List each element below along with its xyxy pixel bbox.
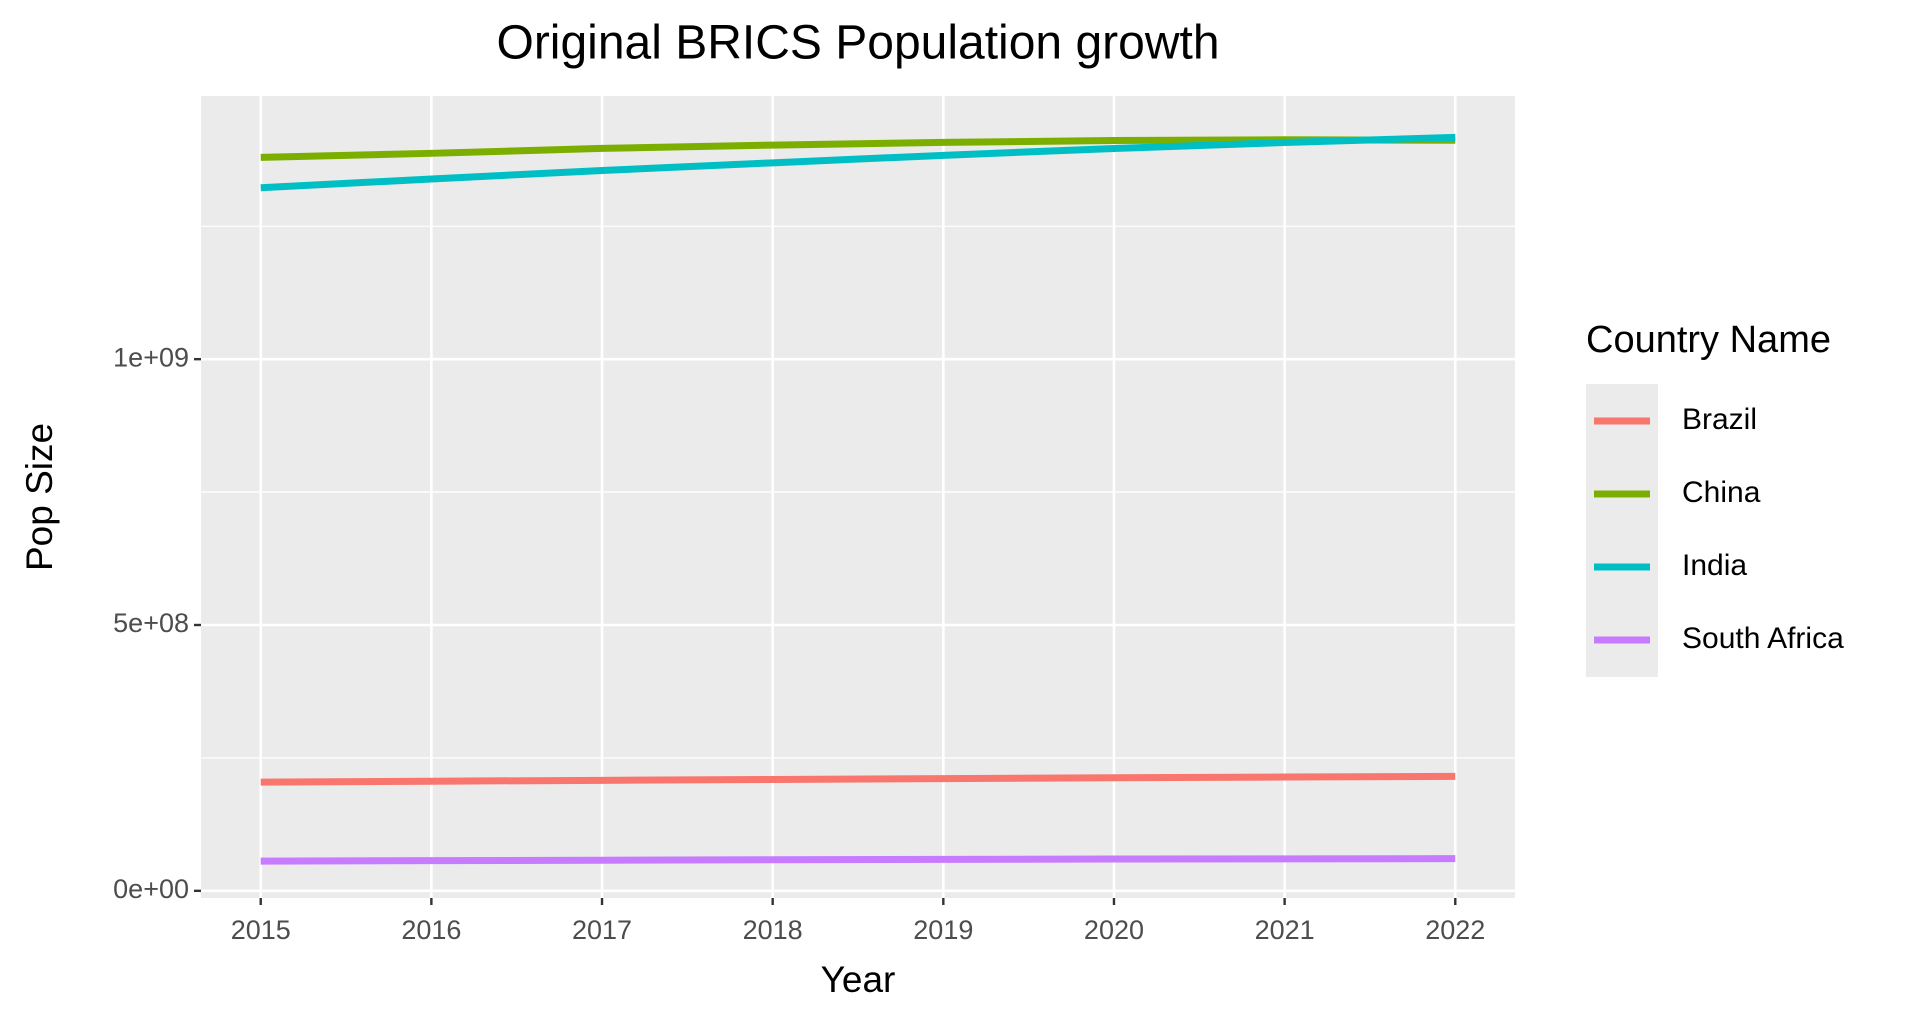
x-tick-label: 2022 [1425,915,1485,945]
series-line [260,133,1456,192]
series-line [260,772,1456,786]
series-line [260,136,1456,161]
series-line [260,855,1456,865]
chart-title: Original BRICS Population growth [496,17,1219,70]
legend-label: South Africa [1682,622,1844,655]
x-tick-label: 2021 [1255,915,1315,945]
x-tick-label: 2016 [401,915,461,945]
legend-label: China [1682,476,1761,509]
y-axis-title: Pop Size [19,423,60,571]
x-tick-label: 2017 [572,915,632,945]
legend-label: India [1682,549,1747,582]
legend-title: Country Name [1586,319,1831,361]
plot-background [201,96,1515,898]
x-tick-label: 2019 [913,915,973,945]
x-axis-title: Year [821,959,896,1000]
x-tick-label: 2018 [743,915,803,945]
y-tick-label: 1e+09 [113,342,189,372]
legend-label: Brazil [1682,403,1757,436]
x-tick-label: 2015 [231,915,291,945]
legend-key-background [1586,384,1658,677]
y-tick-label: 0e+00 [113,874,189,904]
y-tick-label: 5e+08 [113,608,189,638]
x-tick-label: 2020 [1084,915,1144,945]
